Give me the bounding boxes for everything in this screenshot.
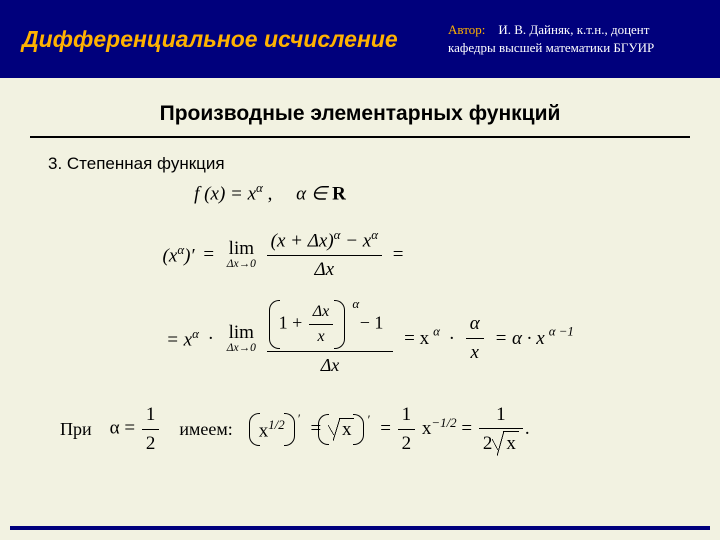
- math-definition: f (x) = xα , α ∈ R: [0, 182, 690, 203]
- slide-body: Производные элементарных функций 3. Степ…: [0, 78, 720, 466]
- divider: [30, 136, 690, 138]
- section-label: 3. Степенная функция: [48, 154, 690, 174]
- example-imeem-label: имеем:: [179, 419, 232, 440]
- example-pri-label: При: [60, 419, 92, 440]
- slide-header: Дифференциальное исчисление Автор: И. В.…: [0, 0, 720, 78]
- author-line-1: И. В. Дайняк, к.т.н., доцент: [489, 22, 650, 37]
- slide-title: Дифференциальное исчисление: [22, 26, 398, 53]
- math-derivative-limit: (xα)′ = lim Δx→0 (x + Δx)α − xα Δx =: [0, 227, 690, 282]
- math-example: При α = 1 2 имеем: x1/2 ′ = x ′ = 1 2: [60, 403, 690, 457]
- math-derivative-expand: = xα · lim Δx→0 1 + Δx x α − 1 Δx = xα ·: [50, 300, 690, 377]
- subtitle: Производные элементарных функций: [30, 102, 690, 126]
- author-line-2: кафедры высшей математики БГУИР: [448, 40, 654, 55]
- footer-rule: [10, 526, 710, 530]
- author-block: Автор: И. В. Дайняк, к.т.н., доцент кафе…: [448, 21, 698, 56]
- author-label: Автор:: [448, 22, 485, 37]
